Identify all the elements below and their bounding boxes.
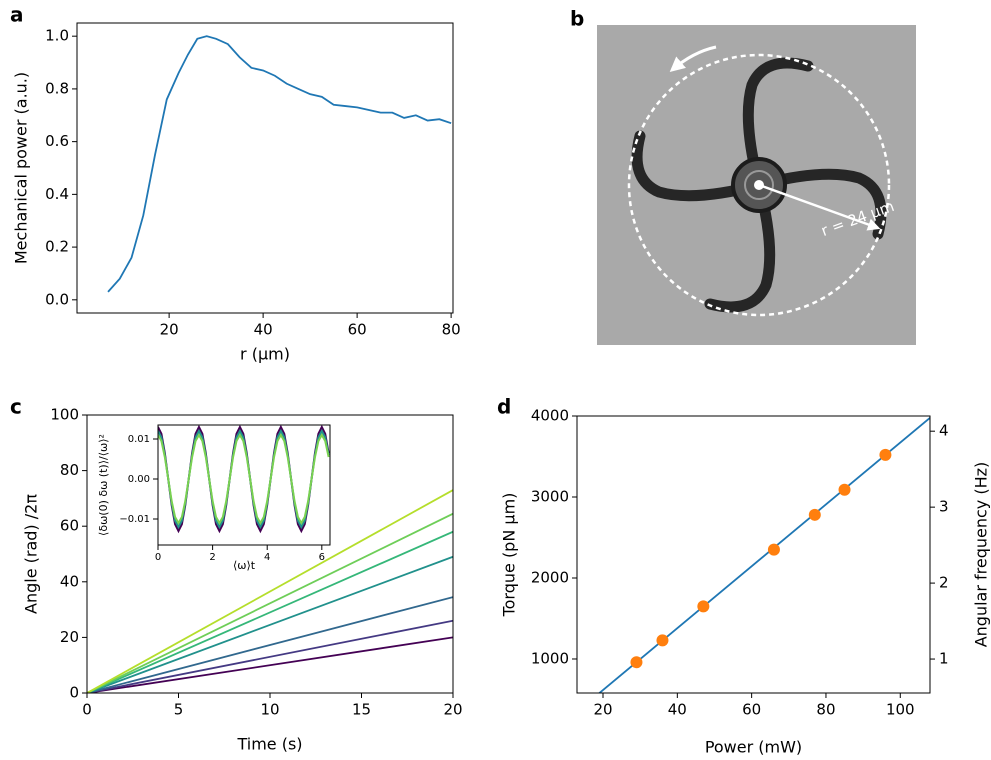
y-tick-label: 0.01 xyxy=(128,434,150,445)
plot-area xyxy=(87,489,453,693)
x-axis-label: r (μm) xyxy=(240,345,290,364)
x-tick-label: 100 xyxy=(886,701,915,719)
y-tick-label: 4000 xyxy=(531,407,569,425)
x-tick-label: 0 xyxy=(155,552,161,563)
x-tick-label: 0 xyxy=(82,701,92,719)
x-tick-label: 5 xyxy=(174,701,184,719)
y-tick-label: 0.6 xyxy=(45,132,69,150)
x-tick-label: 4 xyxy=(264,552,270,563)
data-line xyxy=(87,530,453,693)
x-tick-label: 60 xyxy=(742,701,761,719)
y-tick-label: 2000 xyxy=(531,568,569,586)
data-point xyxy=(838,483,851,496)
data-line xyxy=(87,619,453,693)
y-tick-label: 0 xyxy=(69,684,79,702)
y2-axis-label: Angular frequency (Hz) xyxy=(972,462,991,648)
y2-tick-label: 2 xyxy=(939,574,949,592)
x-tick-label: 80 xyxy=(442,321,461,339)
x-tick-label: 20 xyxy=(593,701,612,719)
y-tick-label: 0.8 xyxy=(45,79,69,97)
data-line xyxy=(87,555,453,693)
y-tick-label: 3000 xyxy=(531,487,569,505)
y-tick-label: 0.2 xyxy=(45,238,69,256)
data-point xyxy=(879,448,892,461)
axes-frame xyxy=(86,414,454,694)
x-axis-label: ⟨ω⟩t xyxy=(233,559,256,572)
x-tick-label: 15 xyxy=(352,701,371,719)
data-point xyxy=(808,508,821,521)
data-point xyxy=(656,634,669,647)
panel-letter: d xyxy=(497,395,511,419)
data-line xyxy=(87,512,453,693)
y-tick-label: 40 xyxy=(60,572,79,590)
data-line xyxy=(598,417,930,693)
micrograph: r = 24 μm xyxy=(597,25,916,345)
panel-letter: a xyxy=(10,3,24,27)
y-tick-label: 60 xyxy=(60,517,79,535)
x-tick-label: 20 xyxy=(443,701,462,719)
y-axis-label: ⟨δω(0) δω (t)⟩/⟨ω⟩² xyxy=(97,434,110,536)
data-point xyxy=(697,600,710,613)
x-tick-label: 40 xyxy=(254,321,273,339)
plot-area xyxy=(158,425,330,534)
data-line xyxy=(158,432,330,526)
x-tick-label: 40 xyxy=(668,701,687,719)
x-tick-label: 60 xyxy=(348,321,367,339)
axes-frame xyxy=(157,424,331,546)
y-tick-label: 0.0 xyxy=(45,290,69,308)
y-tick-label: 100 xyxy=(50,406,79,424)
data-line xyxy=(107,35,452,293)
x-tick-label: 10 xyxy=(260,701,279,719)
plot-area xyxy=(598,417,930,693)
y-axis-label: Mechanical power (a.u.) xyxy=(12,72,31,264)
axes-frame xyxy=(576,415,931,694)
x-tick-label: 2 xyxy=(209,552,215,563)
y-axis-label: Angle (rad) /2π xyxy=(22,494,41,614)
axes-frame xyxy=(76,22,454,314)
y2-tick-label: 1 xyxy=(939,650,949,668)
x-tick-label: 6 xyxy=(319,552,325,563)
data-point xyxy=(630,656,643,669)
panel-letter: b xyxy=(570,7,584,31)
y-tick-label: 0.00 xyxy=(128,474,150,485)
y-tick-label: −0.01 xyxy=(119,514,150,525)
data-point xyxy=(767,543,780,556)
y2-tick-label: 4 xyxy=(939,422,949,440)
y2-tick-label: 3 xyxy=(939,498,949,516)
x-tick-label: 20 xyxy=(160,321,179,339)
x-axis-label: Time (s) xyxy=(236,735,302,754)
y-tick-label: 0.4 xyxy=(45,185,69,203)
data-line xyxy=(87,636,453,693)
y-tick-label: 1.0 xyxy=(45,27,69,45)
y-tick-label: 1000 xyxy=(531,649,569,667)
plot-area xyxy=(107,35,452,293)
y-axis-label: Torque (pN μm) xyxy=(500,493,519,618)
x-axis-label: Power (mW) xyxy=(705,738,802,757)
panel-letter: c xyxy=(10,395,22,419)
y-tick-label: 80 xyxy=(60,461,79,479)
data-line xyxy=(87,596,453,693)
x-tick-label: 80 xyxy=(816,701,835,719)
data-line xyxy=(87,489,453,693)
y-tick-label: 20 xyxy=(60,628,79,646)
